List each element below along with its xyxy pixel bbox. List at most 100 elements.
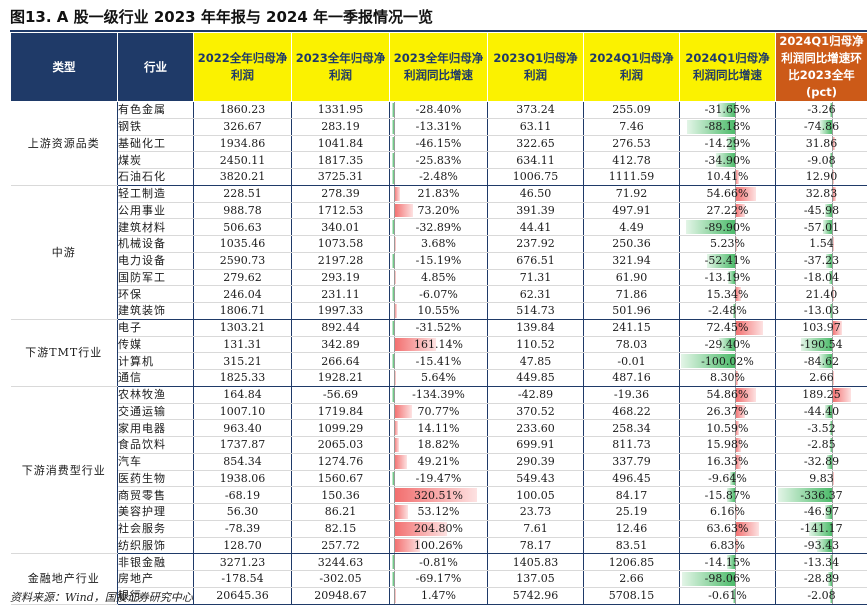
growth-2024q1-cell: 10.41% [679,168,776,186]
profit-2023q1-cell: 1006.75 [487,168,584,186]
negative-data-bar [727,270,736,285]
growth-diff-cell: -93.43 [775,537,867,555]
profit-2023q1-cell: 370.52 [487,403,584,421]
positive-data-bar [393,588,396,603]
industry-cell: 交通运输 [117,403,194,421]
bar-axis [735,571,737,587]
profit-2024q1-cell: 61.90 [583,269,680,287]
growth-2024q1-cell: 6.83% [679,537,776,555]
negative-data-bar [687,119,736,134]
positive-data-bar [735,404,746,419]
industry-cell: 基础化工 [117,135,194,153]
negative-data-bar [820,119,833,134]
positive-data-bar [735,237,738,251]
value-label: 320.51% [414,488,463,502]
growth-2024q1-cell: -100.02% [679,352,776,370]
value-label: 53.12% [417,505,460,519]
bar-axis [735,286,737,302]
value-label: -69.17% [415,572,462,586]
profit-2024q1-cell: 84.17 [583,486,680,504]
profit-2022-cell: 3271.23 [193,553,292,571]
table-row: 环保 246.04 231.11 -6.07% 62.31 71.86 15.34% 21.4… [11,285,867,303]
bar-axis [735,202,737,218]
profit-2024q1-cell: 321.94 [583,252,680,270]
positive-data-bar [393,371,396,385]
table-row: 医药生物 1938.06 1560.67 -19.47% 549.43 496.45 -9.… [11,470,867,488]
profit-2023-cell: 257.72 [291,537,390,555]
bar-axis [735,353,737,369]
profit-2022-cell: 3820.21 [193,168,292,186]
bar-axis [393,437,395,453]
growth-diff-cell: -44.40 [775,403,867,421]
profit-2022-cell: 2590.73 [193,252,292,270]
profit-2023-cell: 1041.84 [291,135,390,153]
value-label: -93.43 [803,538,840,552]
profit-2023-cell: 1719.84 [291,403,390,421]
profit-2024q1-cell: 25.19 [583,503,680,521]
bar-axis [393,353,395,369]
bar-axis [735,437,737,453]
negative-data-bar [733,304,736,318]
value-label: -31.65% [704,103,751,117]
profit-2023-cell: 340.01 [291,218,390,236]
value-label: 12.90 [805,170,838,184]
value-label: -190.54 [800,337,843,351]
bar-axis [393,554,395,570]
bar-axis [832,587,834,604]
growth-diff-cell: -2.85 [775,436,867,454]
value-label: -98.06% [704,572,751,586]
bar-axis [735,386,737,403]
growth-diff-cell: -32.89 [775,453,867,471]
bar-axis [393,487,395,503]
table-row: 上游资源品类 有色金属 1860.23 1331.95 -28.40% 373.24 255… [10,101,867,186]
positive-data-bar [393,438,399,452]
header-row: 类型 行业 2022全年归母净利润 2023全年归母净利润 2023全年归母净利… [10,32,867,102]
growth-diff-cell: -141.17 [775,520,867,538]
bar-axis [832,319,834,336]
value-label: 18.82% [417,438,460,452]
growth-diff-cell: -74.86 [775,118,867,136]
category-cell: 下游TMT行业 [10,319,118,387]
growth-2023-cell: -6.07% [389,285,488,303]
profit-2023-cell: 293.19 [291,269,390,287]
profit-2022-cell: 246.04 [193,285,292,303]
header-industry: 行业 [117,32,194,102]
bar-axis [393,252,395,269]
profit-2023q1-cell: 233.60 [487,419,584,437]
profit-2024q1-cell: 7.46 [583,118,680,136]
industry-cell: 环保 [117,285,194,303]
value-label: 1.54 [809,237,834,251]
value-label: 189.25 [802,388,841,402]
bar-axis [393,537,395,553]
positive-data-bar [735,186,756,201]
profit-2023-cell: 1331.95 [291,101,390,119]
growth-2023-cell: 21.83% [389,185,488,203]
profit-2024q1-cell: 337.79 [583,453,680,471]
table-row: 中游 轻工制造 228.51 278.39 21.83% 46.50 71.92 54.66%… [10,185,867,320]
category-cell: 金融地产行业 [10,553,118,605]
growth-2023-cell: -28.40% [389,101,488,119]
negative-data-bar [391,320,394,335]
growth-2024q1-cell: -9.64% [679,470,776,488]
bar-axis [393,185,395,202]
industry-cell: 汽车 [117,453,194,471]
positive-data-bar [393,521,448,536]
industry-cell: 石油石化 [117,168,194,186]
negative-data-bar [391,287,394,301]
header-growth-2024q1: 2024Q1归母净利润同比增速 [679,32,776,102]
profit-2023-cell: 342.89 [291,336,390,354]
profit-2023-cell: 1073.58 [291,235,390,253]
profit-2023-cell: 1928.21 [291,369,390,387]
value-label: -6.07% [419,287,458,301]
profit-2023-cell: 1817.35 [291,151,390,169]
profit-2023q1-cell: 71.31 [487,269,584,287]
profit-2024q1-cell: 258.34 [583,419,680,437]
table-row: 计算机 315.21 266.64 -15.41% 47.85 -0.01 -100.02%… [11,352,867,370]
growth-2023-cell: 1.47% [389,587,488,605]
growth-2024q1-cell: 27.22% [679,202,776,220]
value-label: 161.14% [414,337,463,351]
profit-2023q1-cell: 373.24 [487,101,584,119]
industry-cell: 煤炭 [117,151,194,169]
negative-data-bar [830,421,833,435]
value-label: -57.01 [803,220,840,234]
